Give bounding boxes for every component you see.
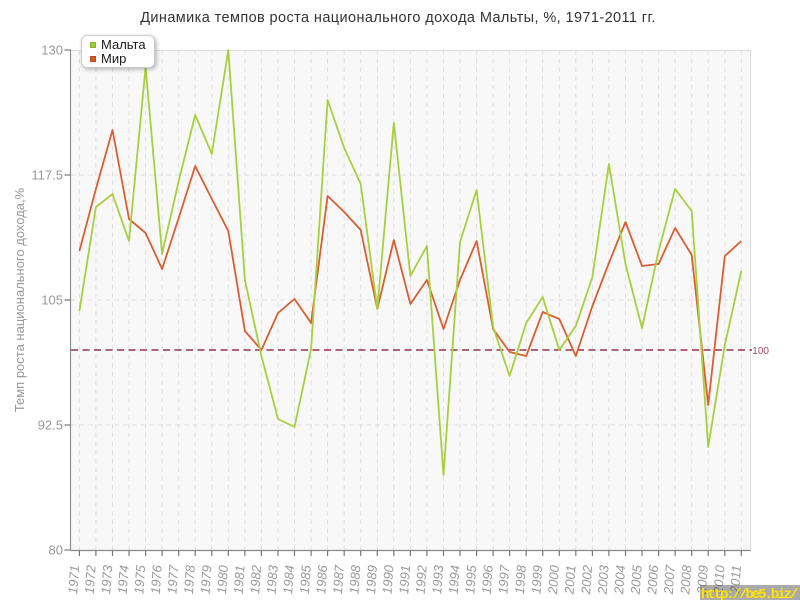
svg-text:Динамика темпов роста национал: Динамика темпов роста национального дохо… <box>140 10 656 26</box>
svg-text:1973: 1973 <box>98 564 115 595</box>
svg-text:1971: 1971 <box>65 565 82 595</box>
svg-text:1978: 1978 <box>181 564 198 595</box>
svg-text:1977: 1977 <box>164 564 181 595</box>
svg-text:130: 130 <box>41 43 63 58</box>
svg-text:2005: 2005 <box>628 564 645 596</box>
svg-text:1992: 1992 <box>413 564 430 595</box>
svg-text:1987: 1987 <box>330 564 347 595</box>
svg-text:117.5: 117.5 <box>31 168 63 183</box>
svg-text:1993: 1993 <box>429 564 446 595</box>
svg-text:1997: 1997 <box>495 564 512 595</box>
svg-text:1975: 1975 <box>131 564 148 595</box>
svg-text:1982: 1982 <box>247 564 264 595</box>
svg-text:1988: 1988 <box>346 564 363 595</box>
svg-text:92.5: 92.5 <box>38 418 63 433</box>
svg-text:1996: 1996 <box>479 564 496 595</box>
svg-text:1974: 1974 <box>115 565 132 595</box>
svg-text:1995: 1995 <box>462 564 479 595</box>
svg-text:1983: 1983 <box>264 564 281 595</box>
svg-text:1981: 1981 <box>231 565 248 595</box>
svg-text:2000: 2000 <box>545 564 562 596</box>
svg-text:2006: 2006 <box>644 564 661 596</box>
svg-text:Темп роста национального доход: Темп роста национального дохода,% <box>12 187 27 412</box>
svg-text:2008: 2008 <box>677 564 694 596</box>
svg-text:1990: 1990 <box>380 564 397 595</box>
svg-text:1984: 1984 <box>280 565 297 595</box>
svg-text:1989: 1989 <box>363 565 380 595</box>
svg-text:2007: 2007 <box>661 564 678 596</box>
svg-text:1972: 1972 <box>82 564 99 595</box>
svg-text:1976: 1976 <box>148 564 165 595</box>
svg-text:100: 100 <box>752 346 769 357</box>
svg-text:105: 105 <box>41 293 63 308</box>
svg-text:80: 80 <box>49 543 63 558</box>
svg-text:2003: 2003 <box>595 564 612 596</box>
svg-text:1999: 1999 <box>528 565 545 595</box>
svg-text:1979: 1979 <box>198 565 215 595</box>
svg-text:1985: 1985 <box>297 564 314 595</box>
svg-text:2001: 2001 <box>561 565 578 596</box>
svg-text:2004: 2004 <box>611 565 628 596</box>
svg-text:1991: 1991 <box>396 565 413 595</box>
svg-text:1998: 1998 <box>512 564 529 595</box>
svg-text:1980: 1980 <box>214 564 231 595</box>
svg-text:1994: 1994 <box>446 565 463 595</box>
svg-text:1986: 1986 <box>313 564 330 595</box>
svg-text:2002: 2002 <box>578 564 595 596</box>
